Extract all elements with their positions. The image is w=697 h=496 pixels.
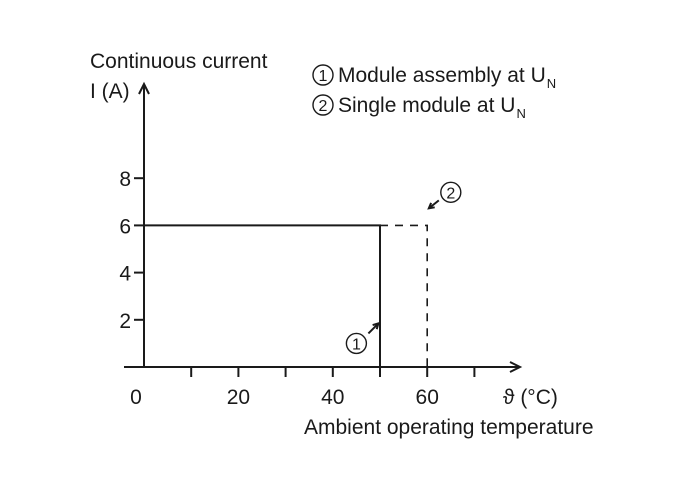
y-tick-label: 8 [119,168,131,191]
x-tick-label: 0 [130,386,142,409]
series-lines [144,224,428,367]
y-axis-title-line2: I (A) [90,80,130,103]
annotations: 12 [345,181,462,355]
x-axis-arrow-icon [509,361,523,373]
legend-marker-1-circle [312,64,334,86]
legend-text-1: Module assembly at U [338,64,546,87]
legend-marker-2: 2 [312,94,334,116]
annotation-marker-2-number: 2 [446,185,455,202]
annotation-marker-1-number: 1 [352,336,361,353]
series-line-1 [144,224,381,367]
annotation-marker-2: 2 [440,181,462,204]
legend-subscript-2: N [516,106,525,121]
annotation-arrow-2 [428,199,440,210]
annotation-arrowhead-1 [372,321,380,330]
x-axis-title: Ambient operating temperature [304,416,594,439]
annotation-marker-1: 1 [345,332,368,355]
legend-marker-2-circle [312,94,334,116]
x-ticks: 0 20 40 60 [130,367,476,409]
y-axis-arrow-icon [138,81,150,95]
legend-marker-2-number: 2 [319,98,328,115]
y-tick-label: 4 [119,263,131,286]
legend-marker-1: 1 [312,64,334,86]
annotation-marker-2-circle [440,181,462,204]
legend-marker-1-number: 1 [319,68,328,85]
annotation-arrowhead-2 [427,202,435,210]
y-tick-label: 2 [119,310,131,333]
annotation-marker-1-circle [345,332,368,355]
legend: 1 Module assembly at U N2 Single module at … [312,64,556,121]
series-line-2 [380,224,428,367]
x-tick-label: 20 [227,386,250,409]
y-ticks: 2 4 6 8 [119,168,144,333]
annotation-arrow-1 [367,322,380,335]
y-axis-title-line1: Continuous current [90,50,268,73]
x-tick-label: 40 [321,386,344,409]
x-axis-unit-label: ϑ (°C) [503,386,558,409]
x-tick-label: 60 [416,386,439,409]
y-tick-label: 6 [119,215,131,238]
legend-text-2: Single module at U [338,94,515,117]
legend-subscript-1: N [547,76,556,91]
